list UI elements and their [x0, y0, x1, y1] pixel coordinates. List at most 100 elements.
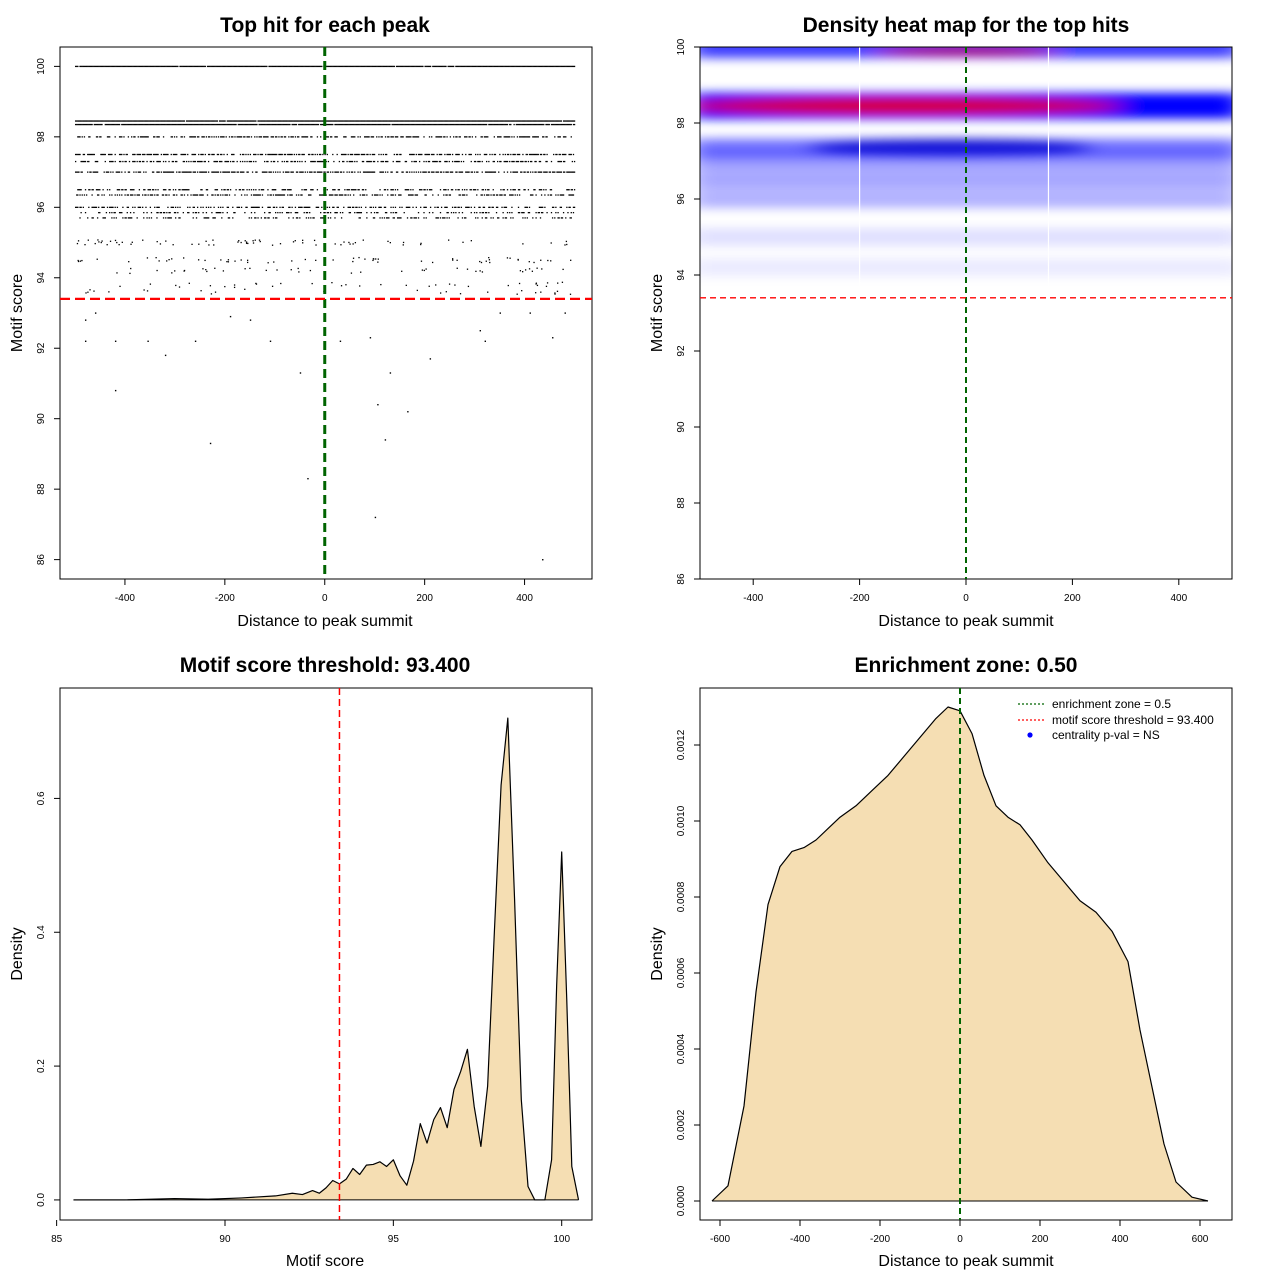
scatter-point — [395, 136, 398, 138]
scatter-point — [502, 211, 504, 214]
scatter-point — [281, 120, 283, 122]
scatter-point — [471, 120, 474, 122]
scatter-point — [170, 136, 172, 138]
scatter-point — [246, 136, 248, 138]
scatter-point — [560, 206, 563, 209]
scatter-point — [566, 123, 568, 126]
scatter-point — [248, 189, 250, 191]
scatter-point — [188, 211, 190, 214]
scatter-point — [499, 312, 501, 314]
scatter-point — [516, 123, 519, 126]
scatter-point — [529, 194, 532, 196]
scatter-point — [168, 123, 170, 126]
scatter-point — [321, 206, 323, 209]
scatter-point — [522, 153, 524, 156]
scatter-point — [428, 136, 431, 138]
scatter-point — [198, 160, 200, 163]
scatter-point — [149, 160, 152, 163]
scatter-point — [548, 171, 550, 173]
scatter-point — [458, 194, 460, 196]
scatter-point — [164, 123, 166, 126]
scatter-point — [361, 189, 364, 191]
scatter-point — [465, 206, 467, 209]
scatter-point — [81, 123, 83, 126]
scatter-point — [261, 153, 264, 156]
scatter-point — [484, 136, 487, 138]
scatter-point — [212, 171, 214, 173]
scatter-point — [282, 120, 284, 122]
scatter-point — [389, 123, 391, 126]
scatter-point — [109, 240, 112, 242]
scatter-point — [107, 120, 110, 122]
scatter-point — [87, 65, 89, 68]
scatter-point — [84, 120, 87, 122]
scatter-point — [522, 271, 524, 273]
scatter-point — [144, 120, 146, 122]
scatter-point — [388, 123, 390, 126]
scatter-point — [515, 65, 517, 68]
scatter-point — [266, 120, 268, 122]
scatter-point — [547, 194, 549, 196]
scatter-point — [457, 65, 459, 68]
scatter-point — [77, 194, 79, 196]
scatter-point — [548, 120, 550, 122]
scatter-point — [521, 65, 523, 68]
scatter-point — [179, 217, 181, 219]
scatter-point — [417, 65, 420, 68]
scatter-point — [270, 153, 272, 156]
scatter-point — [189, 65, 191, 68]
scatter-point — [464, 123, 466, 126]
scatter-point — [473, 206, 476, 209]
scatter-point — [296, 65, 299, 68]
scatter-point — [273, 189, 276, 191]
scatter-point — [215, 120, 217, 122]
scatter-point — [213, 160, 215, 163]
y-tick-label: 0.0012 — [676, 729, 687, 760]
scatter-point — [205, 120, 208, 122]
scatter-point — [201, 120, 203, 122]
scatter-point — [552, 337, 554, 339]
scatter-point — [103, 194, 105, 196]
scatter-point — [249, 160, 252, 163]
scatter-point — [355, 153, 357, 156]
scatter-point — [224, 171, 226, 173]
scatter-point — [365, 206, 367, 209]
scatter-point — [171, 123, 173, 126]
scatter-point — [301, 120, 303, 122]
scatter-point — [182, 189, 184, 191]
scatter-point — [185, 171, 188, 173]
scatter-point — [466, 189, 468, 191]
scatter-point — [382, 153, 384, 156]
scatter-point — [539, 171, 542, 173]
scatter-point — [196, 65, 199, 68]
scatter-point — [93, 153, 95, 156]
scatter-point — [380, 206, 382, 209]
scatter-point — [480, 261, 483, 264]
scatter-point — [317, 206, 320, 209]
scatter-point — [449, 65, 452, 68]
scatter-point — [304, 171, 306, 173]
scatter-point — [469, 120, 471, 122]
scatter-point — [290, 160, 292, 163]
scatter-point — [191, 123, 193, 126]
scatter-point — [155, 120, 157, 122]
scatter-point — [134, 123, 136, 126]
scatter-point — [184, 65, 187, 68]
scatter-point — [77, 260, 80, 263]
scatter-point — [559, 194, 561, 196]
scatter-point — [510, 153, 512, 156]
scatter-point — [291, 260, 293, 262]
scatter-point — [214, 291, 217, 293]
scatter-point — [412, 189, 414, 191]
scatter-point — [232, 160, 234, 163]
scatter-point — [268, 153, 270, 156]
scatter-point — [106, 189, 109, 191]
scatter-point — [223, 120, 225, 122]
scatter-point — [127, 120, 130, 122]
scatter-point — [156, 217, 158, 219]
scatter-point — [498, 136, 500, 138]
scatter-point — [404, 65, 406, 68]
scatter-point — [304, 189, 306, 191]
scatter-point — [517, 65, 520, 68]
